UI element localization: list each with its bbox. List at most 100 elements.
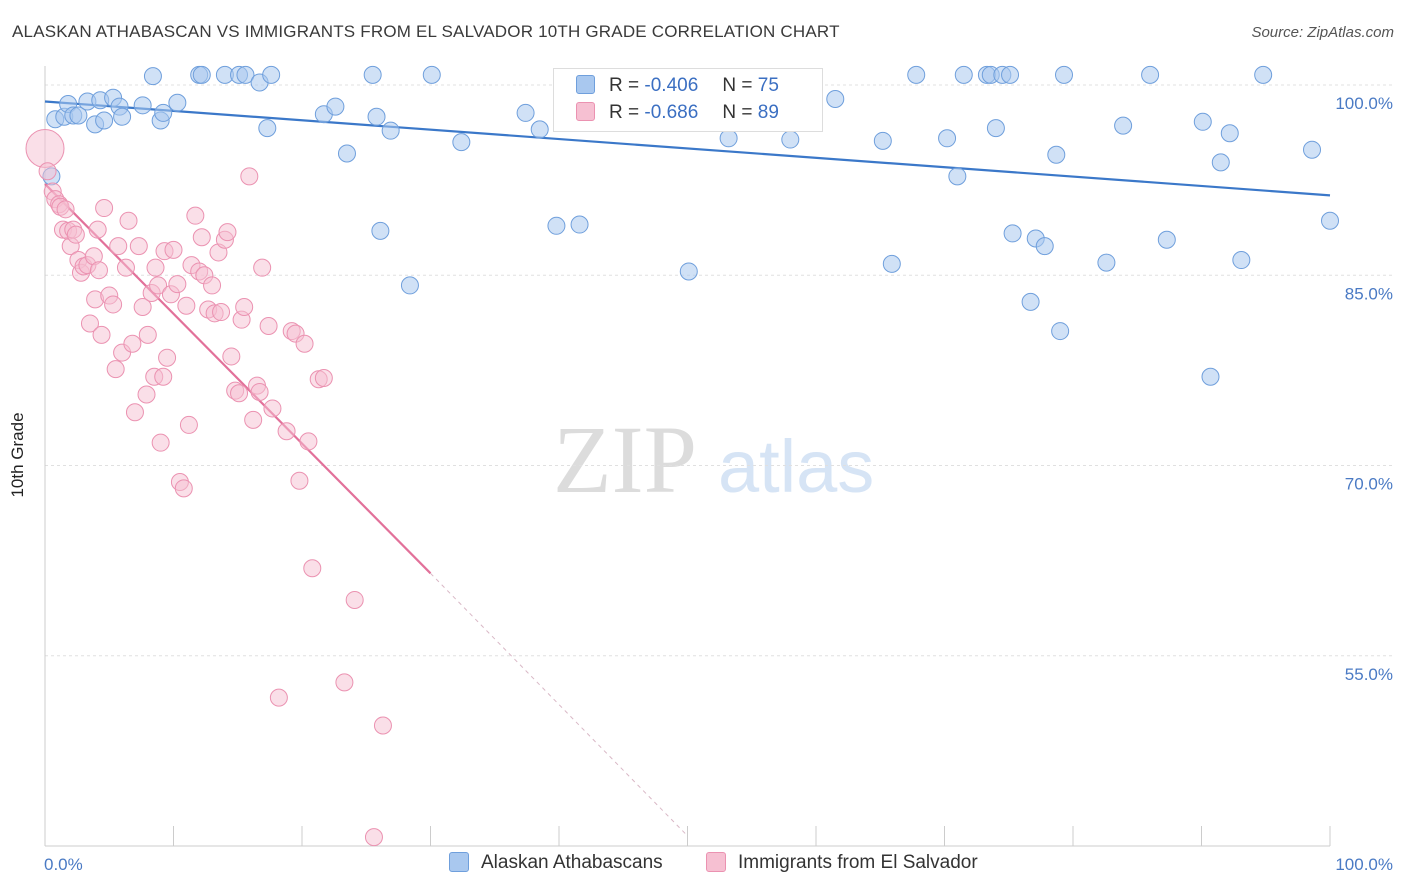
data-point-athabascans [452,133,471,152]
data-point-el-salvador [269,688,288,707]
data-point-el-salvador [222,347,241,366]
data-point-athabascans [781,130,800,149]
data-point-el-salvador [151,433,170,452]
data-point-el-salvador [179,415,198,434]
chart-title: ALASKAN ATHABASCAN VS IMMIGRANTS FROM EL… [12,22,840,41]
x-tick-label: 100.0% [1335,855,1393,874]
data-point-athabascans [367,107,386,126]
data-point-el-salvador [154,367,173,386]
data-point-el-salvador [218,223,237,242]
data-point-el-salvador [212,303,231,322]
data-point-athabascans [719,129,738,148]
bottom-legend-el-salvador[interactable]: Immigrants from El Salvador [706,852,978,876]
legend-swatch-pink [576,102,595,121]
data-point-athabascans [679,262,698,281]
data-point-el-salvador [92,325,111,344]
data-point-athabascans [363,65,382,84]
data-point-el-salvador [174,479,193,498]
data-point-el-salvador [38,162,57,181]
legend-n-label: N = [722,102,753,123]
trend-line-athabascans [44,100,1331,197]
data-point-el-salvador [149,276,168,295]
data-point-el-salvador [345,590,364,609]
data-point-athabascans [882,254,901,273]
data-point-el-salvador [129,237,148,256]
data-point-el-salvador [186,206,205,225]
data-point-el-salvador [56,200,75,219]
data-point-el-salvador [137,385,156,404]
bottom-legend-athabascans[interactable]: Alaskan Athabascans [449,852,663,876]
data-point-el-salvador [125,403,144,422]
data-point-athabascans [1021,292,1040,311]
data-point-athabascans [1141,65,1160,84]
data-point-el-salvador [158,348,177,367]
data-point-athabascans [371,221,390,240]
data-point-el-salvador [299,432,318,451]
data-point-el-salvador [259,317,278,335]
legend-r-label: R = [609,75,640,96]
data-point-el-salvador [106,360,125,379]
bottom-legend-label: Alaskan Athabascans [481,852,663,873]
data-point-el-salvador [314,369,333,387]
data-point-el-salvador [104,295,123,314]
data-point-el-salvador [66,225,85,244]
data-point-el-salvador [192,228,211,247]
data-point-athabascans [570,215,589,234]
data-point-athabascans [826,89,845,108]
data-point-athabascans [337,144,356,163]
data-point-athabascans [1201,367,1220,386]
data-point-el-salvador [230,384,249,403]
data-point-el-salvador [146,258,165,277]
trend-lines [44,100,1331,837]
data-point-athabascans [1097,253,1116,272]
legend-r-label: R = [609,102,640,123]
data-point-el-salvador [133,297,152,316]
bottom-legend-swatch-blue [449,852,469,872]
y-tick-label: 70.0% [1345,475,1393,494]
data-point-el-salvador [303,559,322,578]
data-point-el-salvador [364,828,383,847]
data-point-el-salvador [95,199,114,218]
data-point-el-salvador [168,275,187,294]
trend-line-el-salvador [44,183,432,575]
data-point-el-salvador [164,240,183,259]
bottom-legend-swatch-pink [706,852,726,872]
data-point-el-salvador [295,334,314,353]
data-point-el-salvador [290,471,309,490]
data-point-athabascans [262,65,281,84]
data-point-athabascans [873,131,892,150]
data-point-athabascans [1193,112,1212,131]
data-point-el-salvador [25,128,65,168]
data-point-el-salvador [123,334,142,353]
x-tick-label: 0.0% [44,855,83,874]
trend-extension-el-salvador [430,572,688,837]
data-point-athabascans [1254,65,1273,84]
data-point-athabascans [422,65,441,84]
legend-r-value: -0.406 [644,75,699,96]
data-point-athabascans [516,103,535,122]
data-point-el-salvador [335,673,354,692]
data-point-el-salvador [263,399,282,418]
data-point-athabascans [258,119,277,138]
tick-labels: 100.0% 85.0% 70.0% 55.0% 0.0% 100.0% [44,94,1393,874]
y-tick-label: 100.0% [1335,94,1393,113]
data-point-athabascans [400,276,419,295]
data-point-athabascans [1051,322,1070,341]
data-point-athabascans [1114,116,1133,135]
legend-n-label: N = [722,75,753,96]
series-el-salvador [25,128,392,847]
data-point-athabascans [69,106,88,125]
data-point-el-salvador [240,167,259,186]
data-point-athabascans [1211,153,1230,172]
data-point-el-salvador [88,220,107,239]
data-point-el-salvador [80,314,99,333]
data-point-athabascans [381,121,400,140]
data-point-athabascans [154,103,173,122]
legend-row-el-salvador: R = -0.686 N = 89 [576,102,779,128]
legend-r-value: -0.686 [644,102,699,123]
data-point-athabascans [168,93,187,112]
data-point-athabascans [1232,251,1251,270]
data-point-athabascans [1220,124,1239,143]
data-point-el-salvador [119,211,138,230]
